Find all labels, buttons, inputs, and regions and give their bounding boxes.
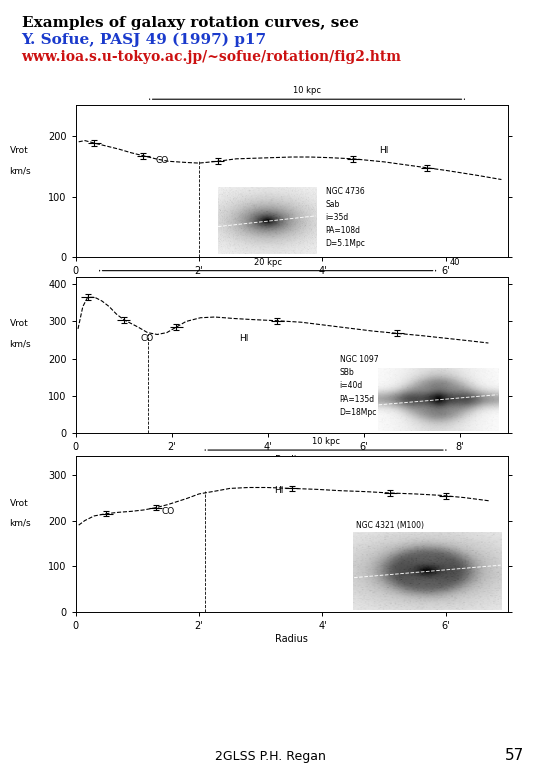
Text: SBb: SBb [340, 368, 354, 378]
Text: CO: CO [161, 507, 175, 516]
Text: 10 kpc: 10 kpc [293, 87, 321, 95]
Text: CO: CO [141, 334, 154, 342]
Text: km/s: km/s [9, 519, 30, 528]
X-axis label: Radius: Radius [275, 634, 308, 644]
Text: Sab: Sab [326, 200, 340, 209]
Text: CO: CO [156, 155, 168, 165]
X-axis label: Radius: Radius [275, 279, 308, 289]
Text: D=15Mpc: D=15Mpc [356, 573, 394, 583]
Text: NGC 4736: NGC 4736 [326, 187, 365, 197]
Text: 10 kpc: 10 kpc [312, 437, 340, 446]
Text: Vrot: Vrot [10, 498, 29, 508]
Text: km/s: km/s [9, 339, 30, 349]
Text: Vrot: Vrot [10, 319, 29, 328]
Text: i=27d: i=27d [356, 547, 380, 556]
Text: NGC 1097: NGC 1097 [340, 355, 378, 364]
Text: PA=108d: PA=108d [326, 226, 361, 236]
Text: PA=146d: PA=146d [356, 560, 392, 569]
Text: D=5.1Mpc: D=5.1Mpc [326, 239, 366, 248]
Text: NGC 4321 (M100): NGC 4321 (M100) [356, 520, 424, 530]
Text: D=18Mpc: D=18Mpc [340, 408, 377, 417]
Text: Sc: Sc [356, 534, 365, 543]
Text: HI: HI [239, 334, 248, 342]
Text: i=35d: i=35d [326, 213, 349, 222]
Text: Examples of galaxy rotation curves, see: Examples of galaxy rotation curves, see [22, 16, 359, 30]
Text: HI: HI [274, 486, 284, 495]
Text: 20 kpc: 20 kpc [254, 257, 281, 267]
Text: PA=135d: PA=135d [340, 395, 375, 404]
Text: 57: 57 [504, 748, 524, 763]
Text: Y. Sofue, PASJ 49 (1997) p17: Y. Sofue, PASJ 49 (1997) p17 [22, 33, 267, 47]
Text: HI: HI [380, 147, 389, 155]
Text: km/s: km/s [9, 166, 30, 176]
Text: i=40d: i=40d [340, 381, 363, 391]
Text: 2GLSS P.H. Regan: 2GLSS P.H. Regan [214, 750, 326, 763]
Text: www.ioa.s.u-tokyo.ac.jp/~sofue/rotation/fig2.htm: www.ioa.s.u-tokyo.ac.jp/~sofue/rotation/… [22, 50, 402, 64]
X-axis label: Radius: Radius [275, 455, 308, 465]
Text: Vrot: Vrot [10, 147, 29, 155]
Text: 40: 40 [450, 257, 461, 267]
